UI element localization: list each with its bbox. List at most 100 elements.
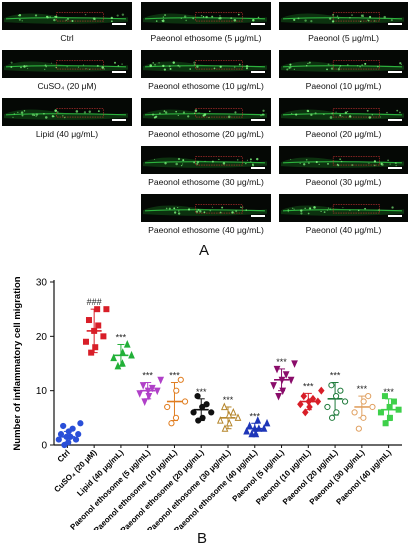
- data-point: [123, 340, 131, 348]
- data-point: [67, 433, 74, 440]
- data-point: [114, 361, 122, 370]
- fish-image-p10: [279, 50, 408, 78]
- scale-bar: [112, 23, 126, 25]
- data-point: [246, 421, 253, 430]
- data-point: [229, 407, 237, 416]
- data-point: [100, 333, 107, 340]
- data-point: [306, 402, 313, 411]
- data-point: [318, 386, 325, 395]
- data-point: [381, 393, 388, 400]
- data-point: [77, 420, 84, 427]
- data-point: [275, 393, 282, 401]
- fish-fluorescence: [4, 60, 128, 72]
- fish-image-cuso4: [2, 50, 132, 78]
- data-point: [220, 402, 228, 411]
- data-point: [333, 409, 340, 416]
- fish-image-lipid: [2, 98, 132, 126]
- scale-bar: [388, 71, 402, 73]
- data-point: [243, 426, 250, 435]
- significance-label: ***: [303, 381, 314, 391]
- data-point: [85, 317, 92, 324]
- data-point: [69, 425, 76, 432]
- data-point: [282, 371, 290, 379]
- y-tick-label: 30: [36, 278, 48, 289]
- data-point: [279, 387, 287, 396]
- fish-fluorescence: [143, 108, 267, 120]
- significance-label: ***: [330, 371, 341, 381]
- data-point: [119, 359, 126, 367]
- data-point: [199, 403, 206, 411]
- fish-fluorescence: [4, 108, 128, 120]
- fish-fluorescence: [281, 156, 404, 168]
- y-tick-label: 20: [36, 332, 48, 343]
- data-point: [72, 436, 80, 443]
- image-caption: Paeonol (20 μg/mL): [305, 129, 382, 139]
- data-point: [148, 384, 156, 393]
- data-point: [287, 376, 295, 385]
- y-axis-label: Number of inflammatory cell migration: [12, 276, 23, 450]
- scale-bar: [251, 167, 265, 169]
- data-point: [225, 418, 233, 427]
- data-point: [382, 420, 389, 427]
- image-caption: Paeonol (30 μg/mL): [305, 177, 382, 187]
- scale-bar: [112, 119, 126, 121]
- data-point: [164, 403, 171, 411]
- data-point: [57, 431, 65, 438]
- image-caption: Paeonol ethosome (10 μg/mL): [148, 81, 264, 91]
- data-point: [395, 406, 402, 413]
- image-caption: Lipid (40 μg/mL): [35, 129, 99, 139]
- fish-image-p40: [279, 194, 408, 222]
- fish-image-p30: [279, 146, 408, 174]
- significance-label: ***: [169, 371, 180, 381]
- scale-bar: [112, 71, 126, 73]
- data-point: [251, 424, 259, 432]
- data-point: [141, 398, 149, 406]
- scale-bar: [251, 215, 265, 217]
- data-point: [91, 327, 98, 334]
- data-point: [360, 414, 367, 421]
- data-point: [386, 403, 393, 410]
- significance-label: ***: [383, 387, 394, 397]
- data-point: [273, 365, 281, 374]
- scale-bar: [388, 23, 402, 25]
- data-point: [177, 376, 184, 383]
- data-point: [157, 376, 165, 385]
- data-point: [360, 398, 367, 405]
- image-caption: Paeonol (40 μg/mL): [305, 225, 382, 235]
- image-caption: Paeonol ethosome (40 μg/mL): [148, 225, 264, 235]
- data-point: [278, 376, 286, 385]
- data-point: [297, 400, 304, 409]
- data-point: [153, 387, 161, 396]
- data-point: [314, 397, 322, 406]
- data-point: [369, 403, 376, 411]
- data-point: [386, 414, 393, 421]
- data-point: [92, 344, 99, 351]
- data-point: [300, 392, 308, 401]
- significance-label: ***: [276, 357, 287, 367]
- significance-label: ***: [116, 332, 127, 342]
- data-point: [181, 398, 189, 405]
- image-caption: Paeonol ethosome (30 μg/mL): [148, 177, 264, 187]
- data-point: [324, 403, 331, 411]
- data-point: [332, 393, 340, 400]
- data-point: [263, 418, 271, 427]
- data-point: [309, 394, 317, 403]
- data-point: [328, 382, 335, 389]
- fish-image-pe20: [141, 98, 271, 126]
- scale-bar: [251, 119, 265, 121]
- data-point: [75, 431, 82, 438]
- data-point: [65, 439, 72, 446]
- scale-bar: [251, 23, 265, 25]
- y-tick-label: 0: [41, 441, 47, 452]
- y-tick-label: 10: [36, 386, 48, 397]
- data-point: [172, 414, 180, 421]
- x-tick-label: Ctrl: [56, 448, 72, 464]
- fish-fluorescence: [143, 156, 267, 168]
- scale-bar: [388, 215, 402, 217]
- data-point: [95, 322, 102, 329]
- data-point: [291, 360, 298, 368]
- fish-image-p20: [279, 98, 408, 126]
- significance-label: ***: [250, 411, 261, 421]
- data-point: [110, 353, 118, 362]
